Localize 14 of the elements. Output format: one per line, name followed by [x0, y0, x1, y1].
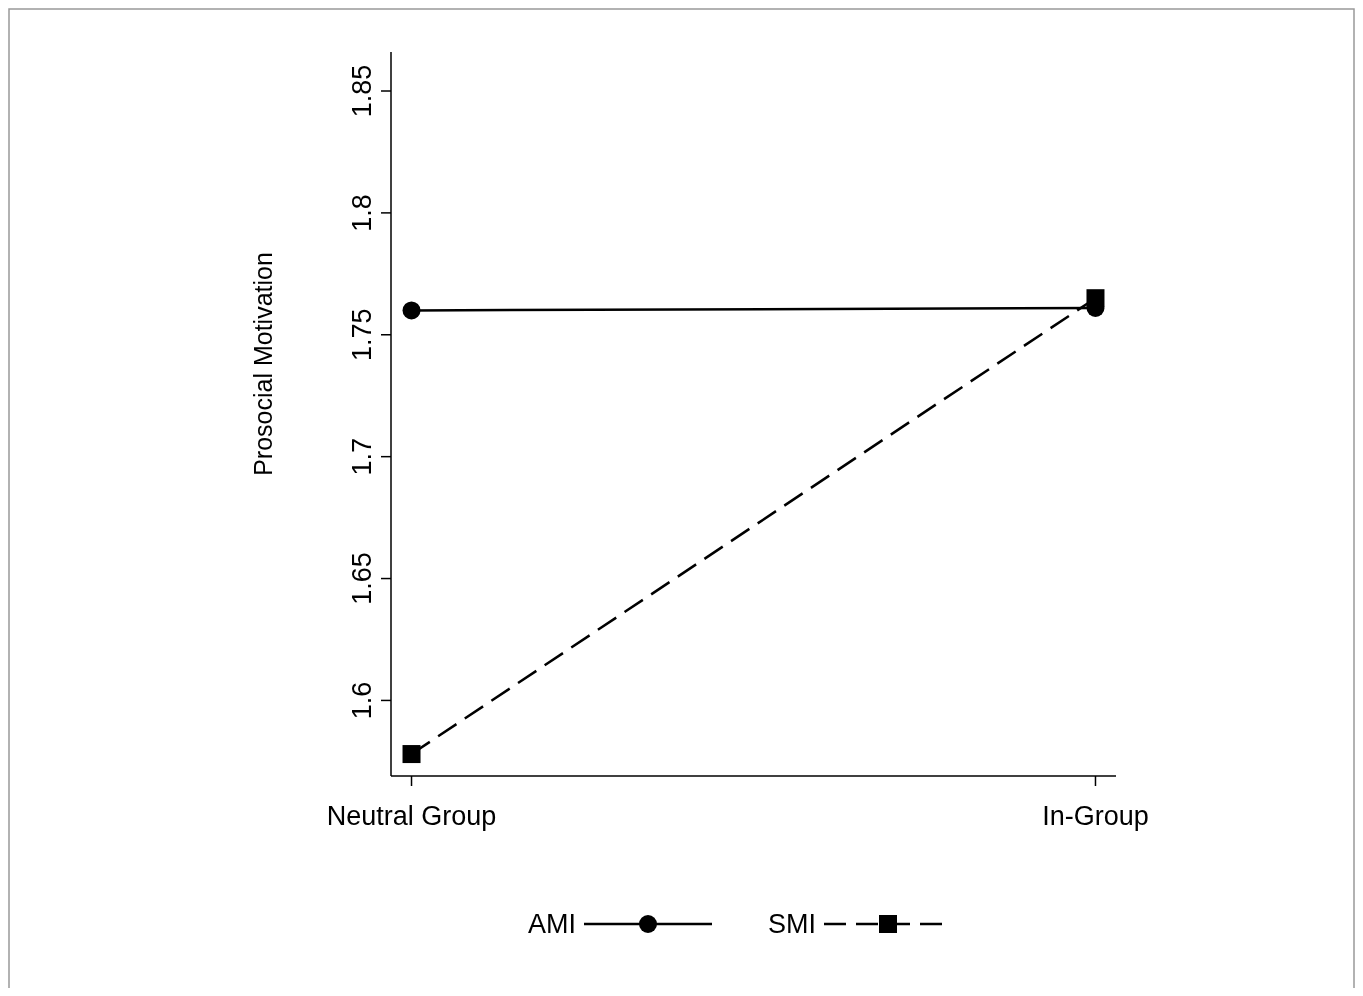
- y-tick-label: 1.65: [347, 552, 377, 605]
- point: [1086, 289, 1105, 308]
- x-tick-label: Neutral Group: [326, 801, 497, 831]
- legend-label: SMI: [767, 909, 816, 939]
- y-tick-label: 1.8: [347, 194, 377, 232]
- x-tick-label: In-Group: [1042, 801, 1149, 831]
- y-tick-label: 1.75: [347, 308, 377, 362]
- point: [402, 745, 421, 764]
- y-tick-label: 1.7: [347, 437, 377, 476]
- legend-label: AMI: [527, 909, 576, 939]
- y-tick-label: 1.6: [347, 681, 377, 720]
- y-tick-label: 1.85: [347, 64, 377, 118]
- point: [402, 301, 421, 320]
- y-axis-title: Prosocial Motivation: [249, 252, 277, 476]
